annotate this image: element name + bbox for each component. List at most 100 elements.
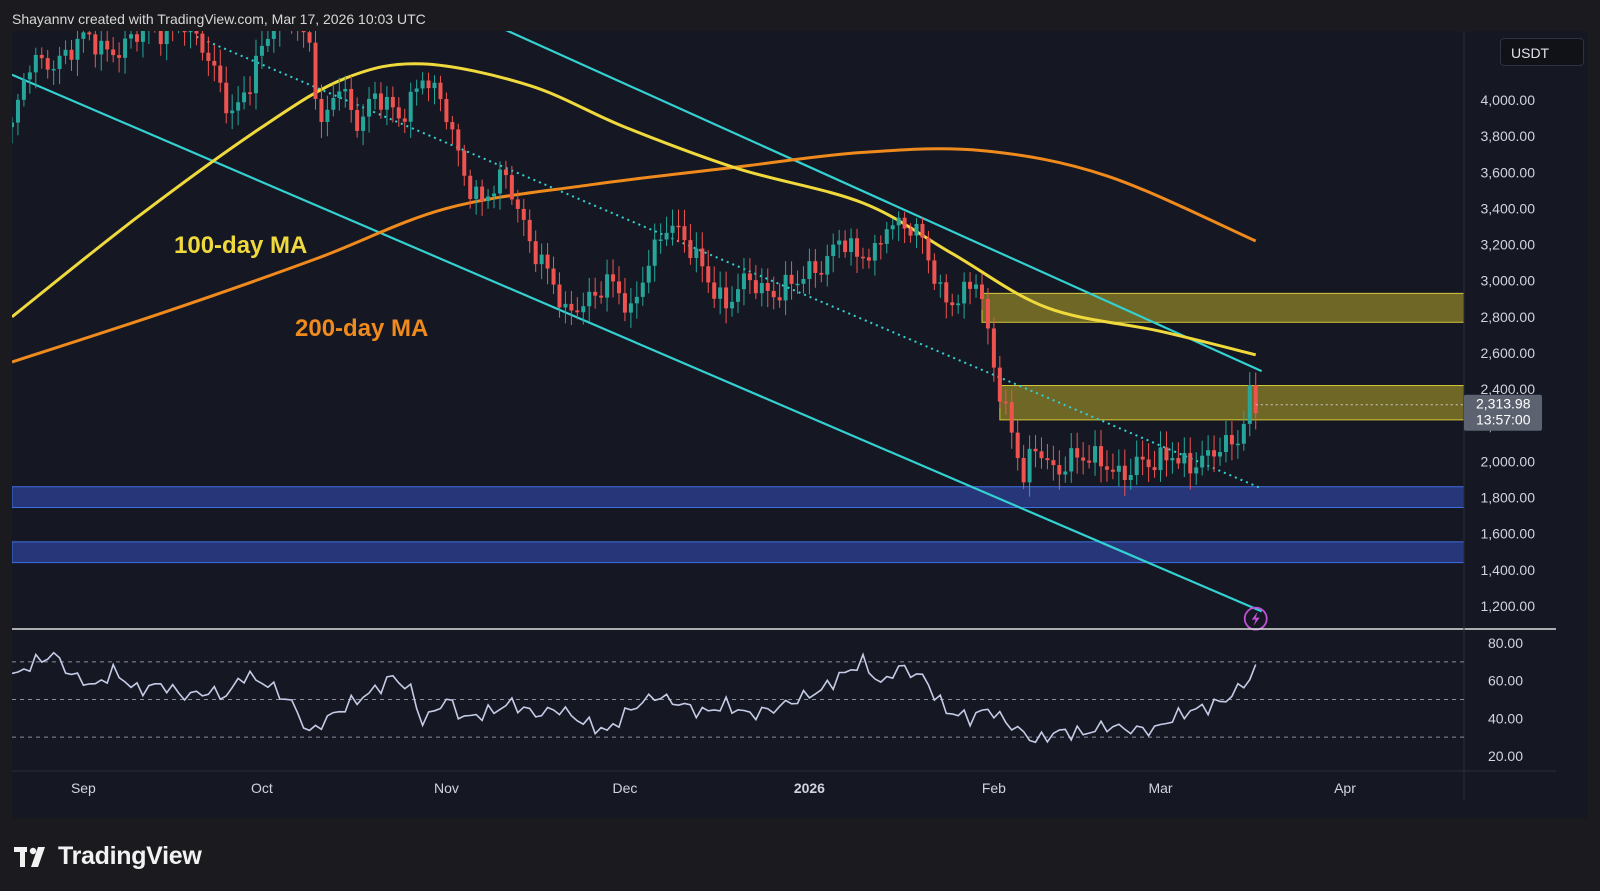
candle-body	[1045, 458, 1050, 461]
candle	[178, 31, 180, 34]
candle-body	[1003, 401, 1008, 404]
candle-body	[75, 38, 80, 60]
candle	[129, 31, 134, 49]
candle	[908, 223, 913, 243]
candle	[676, 209, 681, 243]
candle	[724, 271, 729, 324]
candle-body	[997, 367, 1002, 402]
candle-body	[1241, 423, 1246, 444]
candle	[1218, 437, 1223, 466]
ma100-annotation: 100-day MA	[174, 232, 307, 259]
candle-body	[1223, 435, 1228, 453]
candle	[837, 229, 842, 259]
candle-body	[313, 42, 318, 99]
candle-body	[450, 122, 455, 130]
candle-body	[676, 225, 681, 228]
candle-body	[462, 150, 467, 176]
candle	[902, 211, 907, 244]
candle-body	[819, 272, 824, 275]
candle-body	[1009, 402, 1014, 433]
candle	[1081, 441, 1086, 475]
candle	[319, 84, 324, 139]
candle-body	[87, 32, 92, 35]
candle-body	[69, 49, 74, 60]
candle-body	[587, 291, 592, 307]
candle	[378, 82, 383, 119]
price-tick-label: 3,400.00	[1481, 200, 1536, 216]
candle	[628, 287, 633, 328]
currency-selector[interactable]: USDT	[1500, 38, 1584, 66]
candle	[1229, 421, 1234, 461]
candle-body	[1158, 447, 1163, 471]
candle	[706, 250, 711, 294]
candle-body	[1104, 466, 1109, 470]
candle-body	[414, 88, 419, 92]
candle	[801, 266, 806, 294]
candle	[212, 44, 217, 82]
candle	[33, 47, 38, 89]
candle-body	[1229, 435, 1234, 445]
candle	[349, 75, 354, 123]
candle-body	[134, 34, 139, 42]
candle-body	[569, 303, 574, 311]
candle	[1009, 389, 1014, 449]
candle-body	[985, 299, 990, 329]
candle-body	[1075, 448, 1080, 458]
candle	[27, 65, 32, 94]
candle-body	[1122, 465, 1127, 481]
candle	[974, 274, 979, 298]
price-tick-label: 1,800.00	[1481, 490, 1536, 506]
price-tick-label: 3,200.00	[1481, 237, 1536, 253]
candle-body	[545, 254, 550, 269]
candle	[154, 31, 156, 33]
candle-body	[795, 283, 800, 286]
candle	[1063, 456, 1068, 483]
candle-body	[81, 32, 86, 39]
candle	[521, 198, 526, 237]
candle	[896, 211, 901, 242]
x-tick-label: Nov	[434, 780, 459, 796]
candle	[480, 179, 485, 216]
candle	[1021, 444, 1026, 490]
candle	[1033, 435, 1038, 468]
candle	[99, 31, 104, 71]
candle-body	[93, 34, 98, 55]
candle	[468, 169, 473, 209]
candle-body	[991, 328, 996, 368]
candle	[248, 76, 253, 106]
candle	[1099, 430, 1103, 483]
candle	[914, 218, 919, 248]
candle	[587, 277, 592, 323]
rsi-tick-label: 40.00	[1488, 710, 1523, 726]
candle-body	[117, 55, 122, 58]
candle-body	[12, 122, 14, 128]
rsi-plot-group	[12, 651, 1257, 744]
candle	[1194, 452, 1199, 485]
candle-body	[253, 55, 258, 94]
candles-group	[12, 31, 1258, 497]
candle	[789, 261, 794, 300]
candle-body	[759, 283, 764, 294]
candle-body	[1110, 469, 1115, 472]
candle	[432, 75, 437, 105]
candle	[646, 249, 651, 294]
candle	[93, 31, 98, 68]
chart-area[interactable]: 100-day MA 200-day MA 4,000.00 3,800.00 3,60…	[12, 31, 1588, 818]
candle	[551, 256, 556, 295]
candle-body	[1212, 450, 1217, 457]
price-chart-svg[interactable]: 100-day MA 200-day MA 4,000.00 3,800.00 3,60…	[12, 31, 1588, 818]
tradingview-brand[interactable]: TradingView	[14, 842, 202, 871]
candle-body	[736, 289, 740, 302]
candle-body	[1063, 471, 1068, 475]
candle	[45, 50, 50, 79]
candle-body	[188, 31, 193, 33]
candle	[795, 270, 800, 294]
alert-lightning-glyph	[1251, 611, 1260, 626]
candle-body	[468, 175, 473, 199]
candle-body	[129, 34, 134, 39]
candle-body	[1176, 458, 1181, 464]
candle	[1164, 431, 1169, 477]
candle	[581, 292, 586, 325]
candle	[1188, 437, 1193, 490]
candle	[1146, 443, 1151, 482]
